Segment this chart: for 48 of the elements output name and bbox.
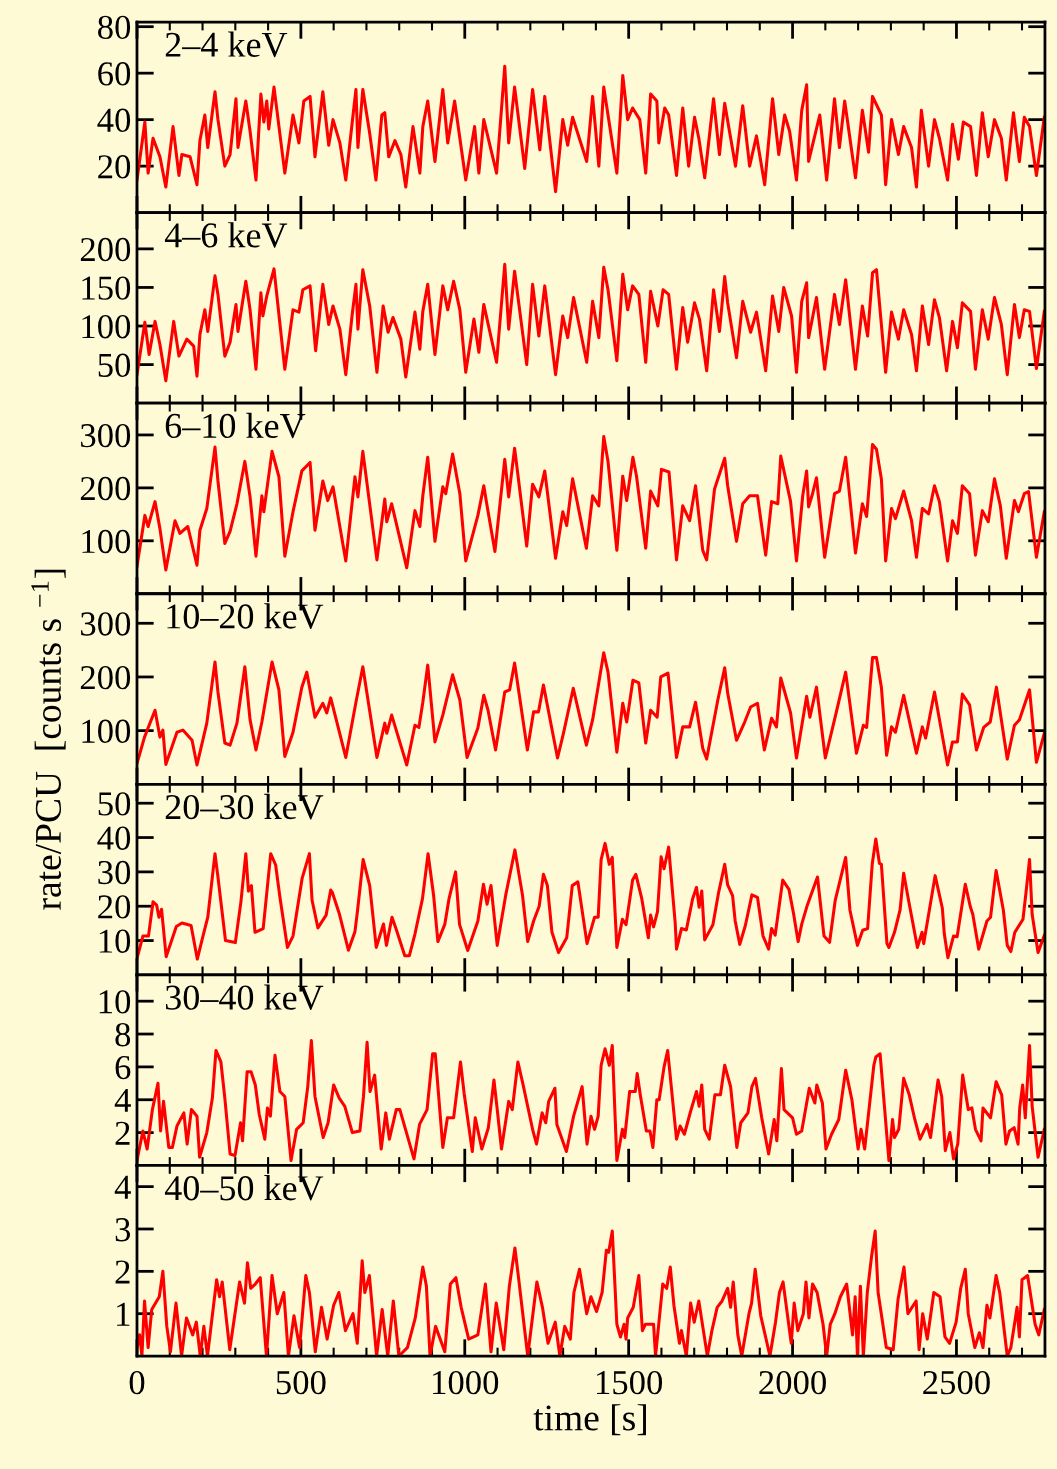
- y-tick-label: 50: [98, 353, 131, 377]
- x-tick-label: 0: [129, 1370, 145, 1395]
- line-series: [136, 837, 1045, 961]
- y-tick-label: 50: [98, 792, 131, 816]
- line-series: [136, 651, 1045, 767]
- y-tick-label: 150: [82, 276, 131, 300]
- y-tick-label: 200: [80, 237, 131, 262]
- y-tick-label: 3: [115, 1218, 131, 1242]
- y-tick-label: 100: [82, 719, 131, 744]
- x-tick-label: 500: [276, 1370, 326, 1395]
- x-tick-label: 2000: [759, 1370, 826, 1395]
- annotation: 30–40 keV: [165, 984, 324, 1011]
- x-tick-label: 1000: [433, 1370, 499, 1395]
- line-series: [136, 262, 1045, 383]
- y-tick-label: 6: [115, 1055, 131, 1080]
- x-tick-label: 1500: [597, 1370, 663, 1395]
- y-tick-label: 200: [80, 665, 131, 690]
- y-tick-label: 80: [98, 15, 131, 40]
- y-tick-label: 300: [81, 423, 131, 448]
- y-tick-label: 4: [114, 1088, 131, 1112]
- y-tick-label: 10: [99, 990, 131, 1014]
- y-tick-label: 200: [80, 476, 131, 501]
- y-tick-label: 300: [81, 612, 131, 636]
- y-tick-label: 8: [115, 1022, 131, 1047]
- annotation: 6–10 keV: [165, 412, 306, 439]
- annotation: 4–6 keV: [164, 222, 288, 248]
- x-tick-label: 2500: [923, 1370, 990, 1395]
- y-tick-label: 30: [98, 860, 131, 885]
- annotation: 2–4 keV: [165, 31, 288, 58]
- y-tick-label: 100: [82, 529, 131, 554]
- annotation: 20–30 keV: [165, 793, 324, 820]
- y-tick-label: 100: [82, 314, 131, 339]
- line-series: [136, 1039, 1045, 1163]
- y-tick-label: 2: [115, 1260, 130, 1284]
- y-tick-label: 1: [117, 1302, 130, 1326]
- annotation: 40–50 keV: [164, 1174, 324, 1201]
- line-series: [136, 64, 1045, 194]
- y-tick-label: 4: [114, 1175, 131, 1199]
- y-tick-label: 20: [98, 895, 131, 919]
- annotation: 10–20 keV: [167, 603, 324, 629]
- y-tick-label: 20: [98, 155, 131, 179]
- y-tick-label: 40: [97, 108, 131, 133]
- x-axis-title: time [s]: [533, 1404, 646, 1436]
- y-tick-label: 40: [97, 826, 131, 850]
- y-axis-title: rate/PCU [counts s $^{−1}$]: [31, 569, 66, 910]
- y-tick-label: 2: [115, 1121, 130, 1145]
- y-tick-label: 10: [99, 929, 131, 953]
- y-tick-label: 60: [98, 62, 131, 86]
